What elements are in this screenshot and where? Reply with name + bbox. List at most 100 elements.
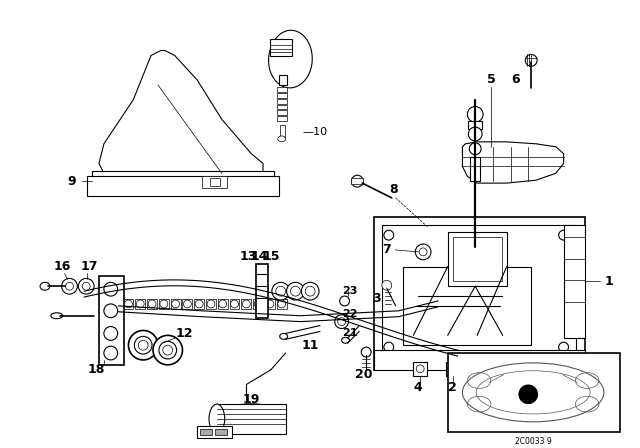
- Circle shape: [148, 300, 156, 308]
- Bar: [276, 99, 287, 103]
- Text: 20: 20: [355, 368, 373, 381]
- Bar: [276, 116, 287, 121]
- Text: 16: 16: [54, 260, 71, 273]
- Ellipse shape: [476, 371, 590, 414]
- Circle shape: [134, 336, 152, 354]
- Bar: [564, 225, 585, 338]
- Text: 9: 9: [68, 175, 76, 188]
- Text: 7: 7: [383, 243, 391, 256]
- Text: 8: 8: [389, 184, 398, 197]
- Circle shape: [159, 341, 177, 359]
- Text: 13: 13: [239, 250, 257, 263]
- Bar: [92, 171, 274, 189]
- Circle shape: [278, 300, 285, 308]
- Bar: [241, 299, 252, 309]
- Circle shape: [129, 331, 158, 360]
- Circle shape: [468, 127, 482, 141]
- Ellipse shape: [280, 333, 287, 339]
- Bar: [253, 299, 263, 309]
- Bar: [403, 267, 531, 345]
- Bar: [99, 276, 124, 365]
- Bar: [147, 299, 157, 309]
- Polygon shape: [463, 142, 564, 183]
- Circle shape: [525, 55, 537, 66]
- Text: 4: 4: [414, 381, 422, 394]
- Circle shape: [382, 280, 392, 290]
- Ellipse shape: [278, 136, 285, 142]
- Bar: [195, 299, 204, 309]
- Bar: [374, 350, 585, 370]
- Bar: [210, 178, 220, 186]
- Circle shape: [301, 282, 319, 300]
- Bar: [279, 75, 287, 85]
- Bar: [470, 157, 480, 181]
- Bar: [202, 176, 227, 188]
- Circle shape: [243, 300, 250, 308]
- Bar: [135, 299, 145, 309]
- Bar: [200, 429, 212, 435]
- Circle shape: [287, 282, 304, 300]
- Text: —10: —10: [302, 127, 328, 137]
- Text: 3: 3: [372, 292, 381, 305]
- Bar: [270, 39, 291, 56]
- Bar: [171, 299, 180, 309]
- Ellipse shape: [209, 404, 225, 434]
- Circle shape: [272, 282, 289, 300]
- Bar: [217, 404, 285, 434]
- Polygon shape: [99, 51, 263, 181]
- Circle shape: [207, 300, 215, 308]
- Circle shape: [419, 248, 427, 256]
- Text: 21: 21: [342, 328, 357, 338]
- Bar: [374, 217, 585, 370]
- Circle shape: [160, 300, 168, 308]
- Ellipse shape: [40, 282, 50, 290]
- Circle shape: [153, 336, 182, 365]
- Circle shape: [361, 347, 371, 357]
- Text: 17: 17: [81, 260, 98, 273]
- Text: 14: 14: [250, 250, 268, 263]
- Text: 18: 18: [87, 363, 105, 376]
- Circle shape: [266, 300, 274, 308]
- Bar: [452, 237, 502, 281]
- Bar: [468, 121, 482, 129]
- Bar: [276, 104, 287, 109]
- Circle shape: [195, 300, 203, 308]
- Circle shape: [184, 300, 191, 308]
- Circle shape: [467, 107, 483, 122]
- Text: 12: 12: [176, 327, 193, 340]
- Text: 22: 22: [342, 309, 357, 319]
- Circle shape: [518, 384, 538, 404]
- Text: 23: 23: [342, 286, 357, 296]
- Bar: [159, 299, 169, 309]
- Circle shape: [254, 300, 262, 308]
- Text: 11: 11: [301, 339, 319, 352]
- Bar: [230, 299, 239, 309]
- Circle shape: [340, 296, 349, 306]
- Bar: [206, 299, 216, 309]
- Circle shape: [78, 278, 94, 294]
- Text: 2: 2: [448, 381, 457, 394]
- Circle shape: [469, 143, 481, 155]
- Text: 1: 1: [605, 275, 614, 288]
- Bar: [182, 299, 192, 309]
- Ellipse shape: [217, 404, 285, 434]
- Circle shape: [219, 300, 227, 308]
- Circle shape: [335, 315, 349, 328]
- Circle shape: [172, 300, 180, 308]
- Bar: [256, 264, 268, 318]
- Bar: [351, 178, 364, 184]
- Text: 5: 5: [486, 73, 495, 86]
- Text: 15: 15: [262, 250, 280, 263]
- Bar: [413, 362, 427, 375]
- Circle shape: [351, 175, 364, 187]
- Text: 19: 19: [243, 393, 260, 406]
- Polygon shape: [269, 30, 312, 88]
- Bar: [382, 225, 577, 363]
- Bar: [218, 299, 228, 309]
- Bar: [124, 299, 133, 309]
- Bar: [215, 429, 227, 435]
- Bar: [265, 299, 275, 309]
- Ellipse shape: [463, 363, 604, 422]
- Bar: [276, 87, 287, 92]
- Circle shape: [136, 300, 144, 308]
